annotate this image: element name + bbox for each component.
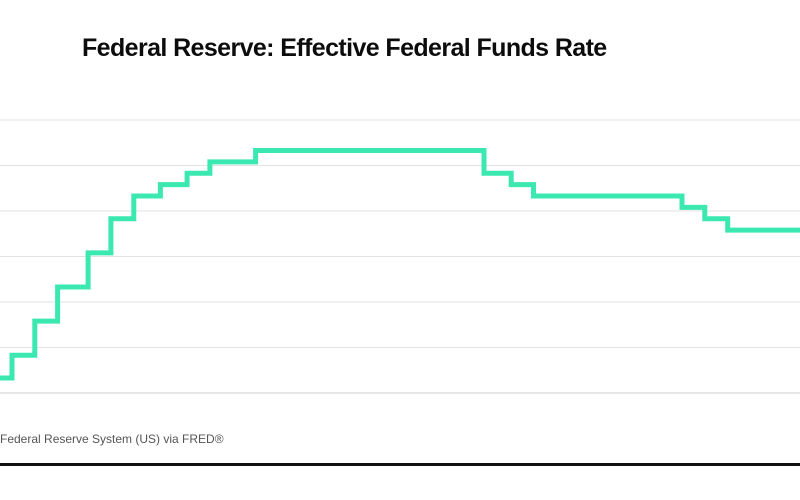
series-group xyxy=(0,148,800,381)
bottom-rule xyxy=(0,463,800,466)
line-chart: 2022-072023-012023-072024-012024-072025-… xyxy=(0,119,800,394)
series-line xyxy=(0,148,800,381)
source-note: Federal Reserve System (US) via FRED® xyxy=(0,432,224,446)
grid-lines xyxy=(0,119,800,348)
chart-title: Federal Reserve: Effective Federal Funds… xyxy=(82,34,607,62)
